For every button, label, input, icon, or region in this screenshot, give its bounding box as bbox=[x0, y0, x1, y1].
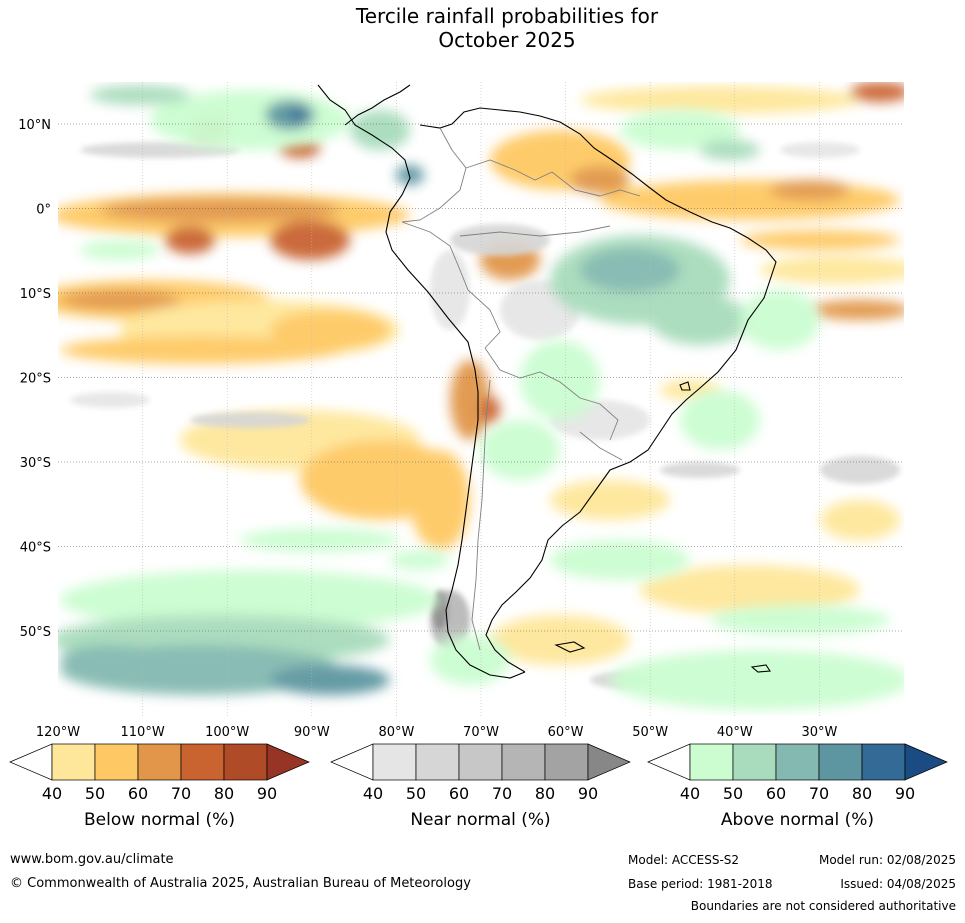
colorbar-swatch bbox=[587, 743, 631, 781]
colorbar-tick: 90 bbox=[257, 784, 277, 803]
colorbar-tick: 40 bbox=[42, 784, 62, 803]
colorbar-swatch bbox=[330, 743, 374, 781]
colorbar-swatch bbox=[9, 743, 53, 781]
lat-label: 20°S bbox=[20, 372, 51, 387]
coastline bbox=[317, 84, 777, 679]
colorbar-swatch bbox=[266, 743, 310, 781]
colorbar-swatch bbox=[818, 743, 863, 781]
lat-label: 10°S bbox=[20, 287, 51, 302]
colorbar-tick: 90 bbox=[895, 784, 915, 803]
colorbar-swatch bbox=[689, 743, 734, 781]
lon-label: 40°W bbox=[717, 725, 753, 740]
lon-label: 80°W bbox=[378, 725, 414, 740]
disclaimer-text: Boundaries are not considered authoritat… bbox=[690, 899, 956, 913]
lon-label: 120°W bbox=[36, 725, 80, 740]
model-run-label: Model run: 02/08/2025 bbox=[818, 853, 956, 867]
colorbar-swatch bbox=[180, 743, 225, 781]
lon-label: 70°W bbox=[463, 725, 499, 740]
colorbar-swatch bbox=[861, 743, 906, 781]
colorbar-swatch bbox=[501, 743, 546, 781]
longitude-labels: 120°W 110°W 100°W 90°W 80°W 70°W 60°W 50°W 40°W 3… bbox=[36, 725, 838, 740]
colorbar-tick: 60 bbox=[449, 784, 469, 803]
colorbar-swatch bbox=[137, 743, 182, 781]
colorbar-tick: 50 bbox=[406, 784, 426, 803]
colorbar: 40 50 60 70 80 90 Below normal (%) bbox=[9, 743, 310, 830]
colorbar-tick: 70 bbox=[171, 784, 191, 803]
colorbar-swatch bbox=[904, 743, 948, 781]
colorbar-swatch bbox=[732, 743, 777, 781]
lat-label: 0° bbox=[36, 203, 51, 218]
colorbar-tick: 90 bbox=[578, 784, 598, 803]
colorbar-swatch bbox=[458, 743, 503, 781]
website-link[interactable]: www.bom.gov.au/climate bbox=[10, 852, 174, 867]
colorbar: 40 50 60 70 80 90 Near normal (%) bbox=[330, 743, 631, 830]
colorbar-swatch bbox=[647, 743, 691, 781]
colorbars: 40 50 60 70 80 90 Below normal (%) 40 50 60 70 80 90… bbox=[9, 743, 948, 830]
lon-label: 90°W bbox=[294, 725, 330, 740]
colorbar-tick: 80 bbox=[535, 784, 555, 803]
colorbar-title: Below normal (%) bbox=[84, 810, 235, 830]
lat-label: 40°S bbox=[20, 541, 51, 556]
colorbar-tick: 40 bbox=[680, 784, 700, 803]
colorbar-tick: 50 bbox=[85, 784, 105, 803]
base-period-label: Base period: 1981-2018 bbox=[628, 877, 773, 891]
lon-label: 100°W bbox=[205, 725, 249, 740]
issued-label: Issued: 04/08/2025 bbox=[840, 877, 956, 891]
colorbar-tick: 80 bbox=[214, 784, 234, 803]
lon-label: 110°W bbox=[121, 725, 165, 740]
colorbar-tick: 70 bbox=[809, 784, 829, 803]
lat-label: 50°S bbox=[20, 625, 51, 640]
colorbar: 40 50 60 70 80 90 Above normal (%) bbox=[647, 743, 948, 830]
colorbar-tick: 50 bbox=[723, 784, 743, 803]
colorbar-tick: 60 bbox=[766, 784, 786, 803]
lat-label: 10°N bbox=[18, 118, 51, 133]
latitude-labels: 10°N 0° 10°S 20°S 30°S 40°S 50°S bbox=[18, 118, 51, 640]
colorbar-swatch bbox=[775, 743, 820, 781]
colorbar-title: Near normal (%) bbox=[410, 810, 550, 830]
copyright-text: © Commonwealth of Australia 2025, Austra… bbox=[10, 876, 471, 891]
lon-label: 50°W bbox=[632, 725, 668, 740]
model-label: Model: ACCESS-S2 bbox=[628, 853, 740, 867]
country-borders bbox=[401, 127, 641, 651]
colorbar-swatch bbox=[544, 743, 589, 781]
colorbar-swatch bbox=[94, 743, 139, 781]
colorbar-swatch bbox=[372, 743, 417, 781]
colorbar-swatch bbox=[415, 743, 460, 781]
colorbar-title: Above normal (%) bbox=[721, 810, 874, 830]
colorbar-tick: 80 bbox=[852, 784, 872, 803]
colorbar-swatch bbox=[51, 743, 96, 781]
lat-label: 30°S bbox=[20, 456, 51, 471]
map-title: Tercile rainfall probabilities for Octob… bbox=[0, 4, 965, 52]
colorbar-tick: 40 bbox=[363, 784, 383, 803]
lon-label: 60°W bbox=[548, 725, 584, 740]
colorbar-tick: 60 bbox=[128, 784, 148, 803]
lon-label: 30°W bbox=[801, 725, 837, 740]
title-line-2: October 2025 bbox=[438, 28, 576, 52]
title-line-1: Tercile rainfall probabilities for bbox=[355, 4, 659, 28]
colorbar-swatch bbox=[223, 743, 268, 781]
probability-field bbox=[58, 82, 904, 716]
colorbar-tick: 70 bbox=[492, 784, 512, 803]
